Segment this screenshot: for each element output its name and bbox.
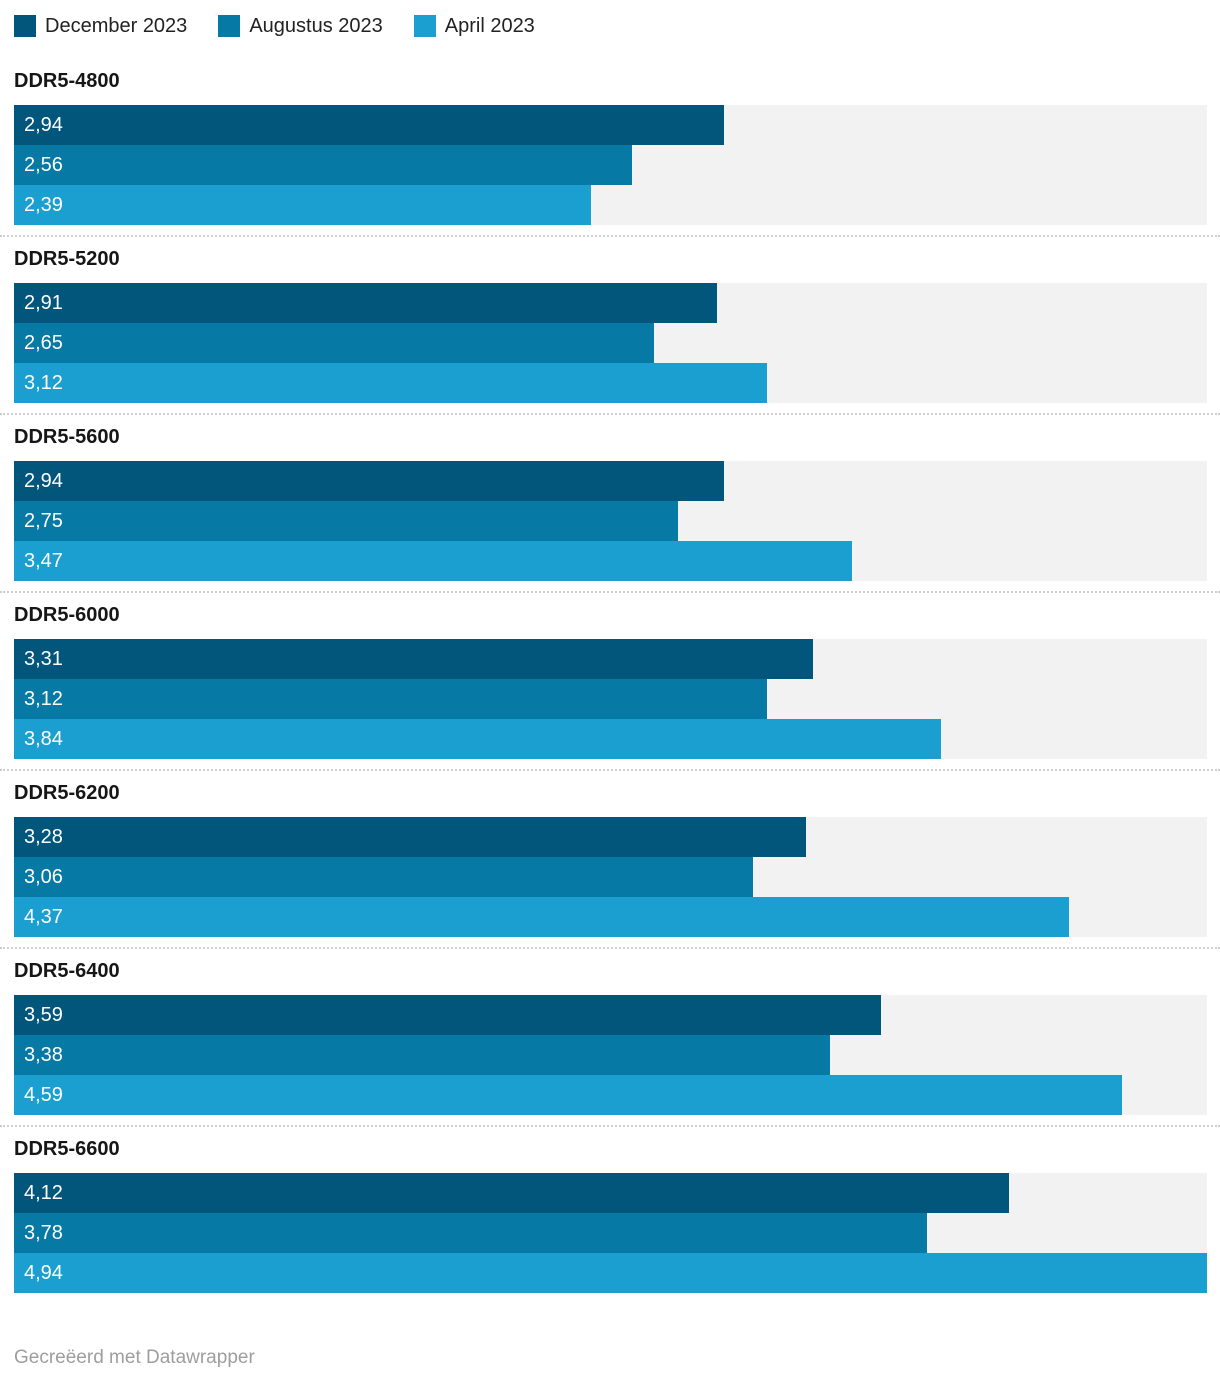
bar-value-label: 3,28 — [24, 825, 63, 848]
bar-row: 4,37 — [14, 897, 1207, 937]
bar-value-label: 2,65 — [24, 331, 63, 354]
bar-row: 3,12 — [14, 363, 1207, 403]
bar-track: 3,59 3,38 4,59 — [14, 995, 1207, 1115]
bar-row: 2,56 — [14, 145, 1207, 185]
legend-item: April 2023 — [413, 14, 535, 38]
bar: 2,91 — [14, 283, 717, 323]
bar: 4,12 — [14, 1173, 1009, 1213]
category-group: DDR5-5600 2,94 2,75 3,47 — [0, 413, 1220, 591]
bar-value-label: 2,94 — [24, 113, 63, 136]
bar: 3,12 — [14, 679, 768, 719]
bar-track: 2,94 2,56 2,39 — [14, 105, 1207, 225]
bar-track: 3,28 3,06 4,37 — [14, 817, 1207, 937]
bar-row: 4,94 — [14, 1253, 1207, 1293]
category-group: DDR5-6000 3,31 3,12 3,84 — [0, 591, 1220, 769]
legend-item: December 2023 — [14, 14, 187, 38]
grouped-bar-chart: DDR5-4800 2,94 2,56 2,39 DDR5-5200 2,91 2,65 3,… — [0, 70, 1220, 1303]
legend-label: Augustus 2023 — [249, 15, 383, 37]
bar: 3,06 — [14, 857, 753, 897]
bar-row: 3,84 — [14, 719, 1207, 759]
bar-track: 4,12 3,78 4,94 — [14, 1173, 1207, 1293]
bar: 2,94 — [14, 105, 724, 145]
chart-legend: December 2023 Augustus 2023 April 2023 — [0, 0, 1220, 38]
bar: 4,59 — [14, 1075, 1123, 1115]
bar-value-label: 2,75 — [24, 509, 63, 532]
bar-value-label: 4,59 — [24, 1083, 63, 1106]
legend-label: December 2023 — [45, 15, 188, 37]
bar-value-label: 3,06 — [24, 865, 63, 888]
category-label: DDR5-5200 — [14, 248, 120, 270]
bar: 2,94 — [14, 461, 724, 501]
bar-value-label: 3,84 — [24, 727, 63, 750]
category-label: DDR5-6400 — [14, 960, 120, 982]
bar-value-label: 3,12 — [24, 687, 63, 710]
datawrapper-credit-link[interactable]: Gecreëerd met Datawrapper — [14, 1347, 255, 1368]
bar-row: 2,94 — [14, 105, 1207, 145]
bar: 3,38 — [14, 1035, 831, 1075]
bar: 3,78 — [14, 1213, 927, 1253]
bar-row: 3,12 — [14, 679, 1207, 719]
category-label: DDR5-4800 — [14, 70, 120, 92]
category-group: DDR5-6200 3,28 3,06 4,37 — [0, 769, 1220, 947]
bar-value-label: 2,39 — [24, 193, 63, 216]
bar: 2,75 — [14, 501, 679, 541]
bar: 3,47 — [14, 541, 852, 581]
bar-row: 3,28 — [14, 817, 1207, 857]
legend-item: Augustus 2023 — [218, 14, 383, 38]
category-group: DDR5-4800 2,94 2,56 2,39 — [0, 70, 1220, 235]
bar-value-label: 4,94 — [24, 1261, 63, 1284]
bar-value-label: 2,91 — [24, 291, 63, 314]
bar-track: 3,31 3,12 3,84 — [14, 639, 1207, 759]
bar: 3,59 — [14, 995, 881, 1035]
category-group: DDR5-5200 2,91 2,65 3,12 — [0, 235, 1220, 413]
bar-row: 2,39 — [14, 185, 1207, 225]
bar-value-label: 3,12 — [24, 371, 63, 394]
legend-label: April 2023 — [444, 15, 535, 37]
legend-swatch-icon — [413, 15, 436, 37]
bar-value-label: 3,31 — [24, 647, 63, 670]
bar: 3,31 — [14, 639, 814, 679]
bar: 4,94 — [14, 1253, 1207, 1293]
bar-row: 4,12 — [14, 1173, 1207, 1213]
bar-row: 4,59 — [14, 1075, 1207, 1115]
category-label: DDR5-6000 — [14, 604, 120, 626]
bar-row: 2,94 — [14, 461, 1207, 501]
bar: 3,12 — [14, 363, 768, 403]
bar-track: 2,94 2,75 3,47 — [14, 461, 1207, 581]
bar: 2,56 — [14, 145, 633, 185]
category-group: DDR5-6600 4,12 3,78 4,94 — [0, 1125, 1220, 1303]
bar-row: 3,38 — [14, 1035, 1207, 1075]
category-label: DDR5-6600 — [14, 1138, 120, 1160]
bar-value-label: 4,37 — [24, 905, 63, 928]
legend-swatch-icon — [218, 15, 241, 37]
bar-value-label: 2,56 — [24, 153, 63, 176]
chart-footer: Gecreëerd met Datawrapper — [14, 1347, 1206, 1369]
bar-value-label: 2,94 — [24, 469, 63, 492]
bar-value-label: 4,12 — [24, 1181, 63, 1204]
category-group: DDR5-6400 3,59 3,38 4,59 — [0, 947, 1220, 1125]
bar-row: 3,78 — [14, 1213, 1207, 1253]
bar-value-label: 3,47 — [24, 549, 63, 572]
bar-row: 2,65 — [14, 323, 1207, 363]
bar-row: 2,75 — [14, 501, 1207, 541]
category-label: DDR5-6200 — [14, 782, 120, 804]
bar: 3,28 — [14, 817, 807, 857]
legend-swatch-icon — [14, 15, 36, 37]
bar-row: 3,59 — [14, 995, 1207, 1035]
bar: 2,39 — [14, 185, 592, 225]
bar: 3,84 — [14, 719, 942, 759]
bar: 4,37 — [14, 897, 1070, 937]
bar-track: 2,91 2,65 3,12 — [14, 283, 1207, 403]
bar-row: 2,91 — [14, 283, 1207, 323]
bar-row: 3,06 — [14, 857, 1207, 897]
bar-value-label: 3,38 — [24, 1043, 63, 1066]
bar-row: 3,31 — [14, 639, 1207, 679]
bar-value-label: 3,59 — [24, 1003, 63, 1026]
bar-value-label: 3,78 — [24, 1221, 63, 1244]
bar: 2,65 — [14, 323, 654, 363]
bar-row: 3,47 — [14, 541, 1207, 581]
category-label: DDR5-5600 — [14, 426, 120, 448]
